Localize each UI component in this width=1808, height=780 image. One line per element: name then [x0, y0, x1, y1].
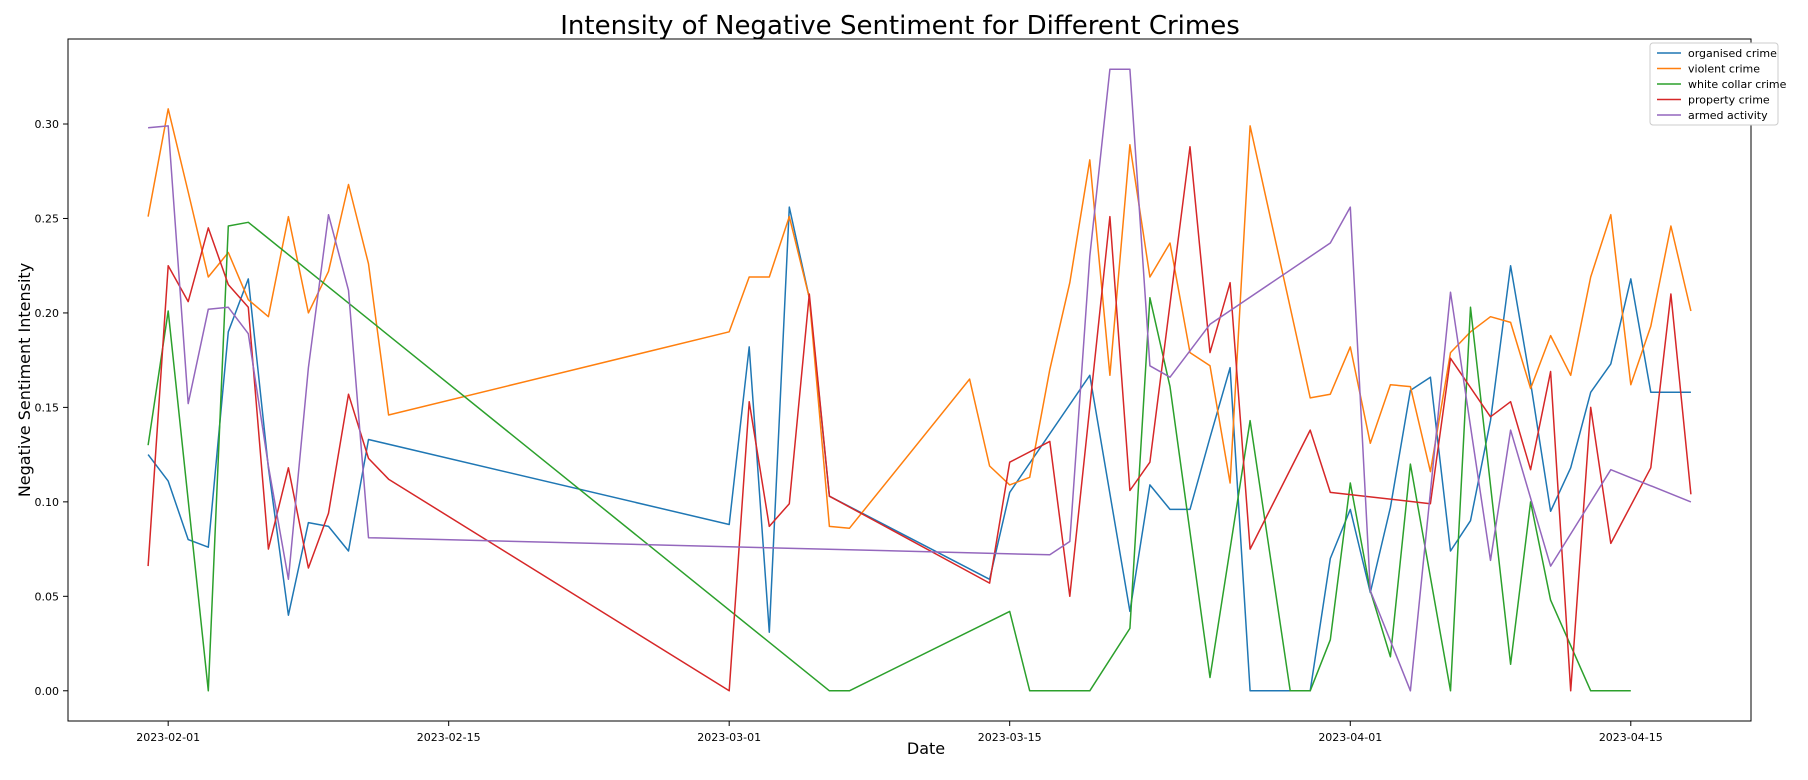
legend-frame	[1649, 42, 1779, 126]
y-tick-label: 0.05	[35, 590, 60, 603]
y-axis-label: Negative Sentiment Intensity	[15, 263, 34, 497]
y-tick-label: 0.25	[35, 212, 60, 225]
y-axis: 0.00 0.05 0.10 0.15 0.20 0.25 0.30	[35, 118, 68, 698]
plot-area: 2023-02-01 2023-02-15 2023-03-01 2023-03-15…	[35, 38, 1752, 744]
plot-frame	[67, 38, 1752, 722]
legend-label: violent crime	[1688, 63, 1760, 76]
legend-label: property crime	[1688, 94, 1770, 107]
y-tick-label: 0.15	[35, 401, 60, 414]
legend-label: white collar crime	[1688, 78, 1787, 91]
x-axis-label: Date	[907, 739, 945, 758]
x-tick-label: 2023-02-01	[136, 731, 200, 744]
x-tick-label: 2023-04-15	[1599, 731, 1663, 744]
legend-items: organised crime violent crime white collar…	[1657, 47, 1787, 122]
y-tick-label: 0.10	[35, 496, 60, 509]
x-axis: 2023-02-01 2023-02-15 2023-03-01 2023-03-15…	[136, 721, 1663, 744]
legend-label: organised crime	[1688, 47, 1777, 60]
chart-title: Intensity of Negative Sentiment for Diff…	[560, 11, 1240, 41]
y-tick-label: 0.20	[35, 307, 60, 320]
legend-label: armed activity	[1688, 109, 1768, 122]
x-tick-label: 2023-02-15	[417, 731, 481, 744]
y-tick-label: 0.30	[35, 118, 60, 131]
y-tick-label: 0.00	[35, 685, 60, 698]
series-line-organised-crime	[147, 206, 1691, 692]
x-tick-label: 2023-03-15	[978, 731, 1042, 744]
series-line-armed-activity	[148, 68, 1692, 692]
series-line-white-collar-crime	[147, 221, 1631, 692]
x-tick-label: 2023-03-01	[697, 731, 761, 744]
x-tick-label: 2023-04-01	[1318, 731, 1382, 744]
legend: organised crime violent crime white collar…	[1649, 42, 1787, 126]
series-line-violent-crime	[147, 108, 1692, 530]
series-layer	[147, 68, 1692, 692]
series-line-property-crime	[147, 145, 1692, 692]
